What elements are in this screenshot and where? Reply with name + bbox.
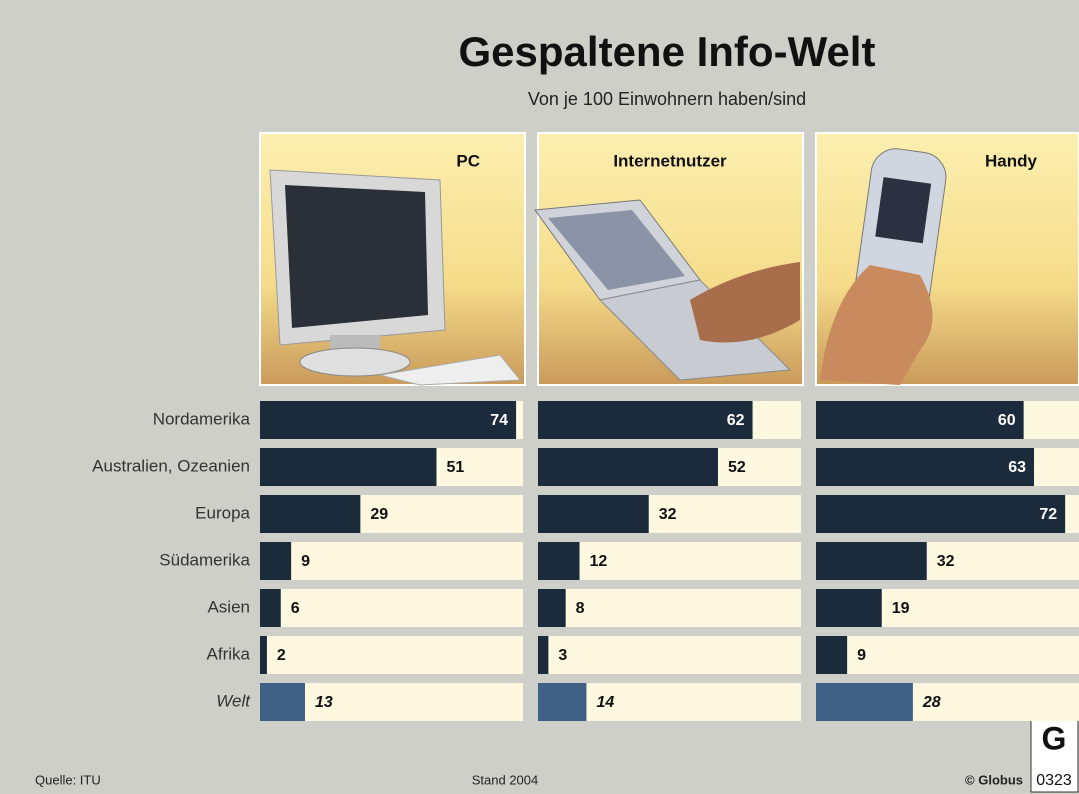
value-label: 60 [998,412,1016,429]
value-label: 32 [659,506,677,523]
value-label: 51 [446,459,464,476]
panel-header: PC [456,151,480,170]
panel-header: Internetnutzer [613,151,727,170]
bar [260,542,291,580]
bar [816,636,847,674]
bar [538,542,580,580]
bar [538,401,753,439]
bar [260,636,267,674]
bar [260,589,281,627]
code: 0323 [1036,772,1072,789]
value-label: 62 [727,412,745,429]
value-label: 74 [490,412,508,429]
date: Stand 2004 [472,772,539,787]
value-label: 28 [922,694,941,711]
credit: © Globus [965,772,1023,787]
value-label: 2 [277,647,286,664]
value-label: 32 [937,553,955,570]
value-label: 3 [558,647,567,664]
row-background [260,542,523,580]
bar [538,589,566,627]
category-label: Europa [195,503,250,522]
value-label: 9 [857,647,866,664]
category-label: Afrika [207,644,251,663]
chart-title: Gespaltene Info-Welt [459,28,876,75]
value-label: 72 [1039,506,1057,523]
bar [816,401,1024,439]
category-label: Nordamerika [153,409,251,428]
bar [538,636,548,674]
category-label: Südamerika [159,550,250,569]
row-background [538,636,801,674]
value-label: 13 [315,694,333,711]
bar [538,495,649,533]
bar [538,448,718,486]
value-label: 6 [291,600,300,617]
value-label: 52 [728,459,746,476]
category-label: Welt [216,691,251,710]
bar [816,683,913,721]
category-label: Asien [207,597,250,616]
row-background [260,636,523,674]
bar [816,495,1065,533]
chart: Gespaltene Info-Welt Von je 100 Einwohne… [0,0,1079,794]
value-label: 63 [1008,459,1026,476]
bar [538,683,586,721]
value-label: 14 [596,694,614,711]
category-label: Australien, Ozeanien [92,456,250,475]
bar [816,542,927,580]
value-label: 29 [370,506,388,523]
illustrations [260,133,1079,385]
panel-header: Handy [985,151,1038,170]
value-label: 12 [590,553,608,570]
bar [816,589,882,627]
bar [816,448,1034,486]
bar [260,495,360,533]
bar [260,401,516,439]
value-label: 19 [892,600,910,617]
chart-subtitle: Von je 100 Einwohnern haben/sind [528,89,806,109]
row-background [816,636,1079,674]
value-label: 8 [576,600,585,617]
bar [260,683,305,721]
logo: G [1042,720,1067,756]
bar [260,448,436,486]
source: Quelle: ITU [35,772,101,787]
value-label: 9 [301,553,310,570]
